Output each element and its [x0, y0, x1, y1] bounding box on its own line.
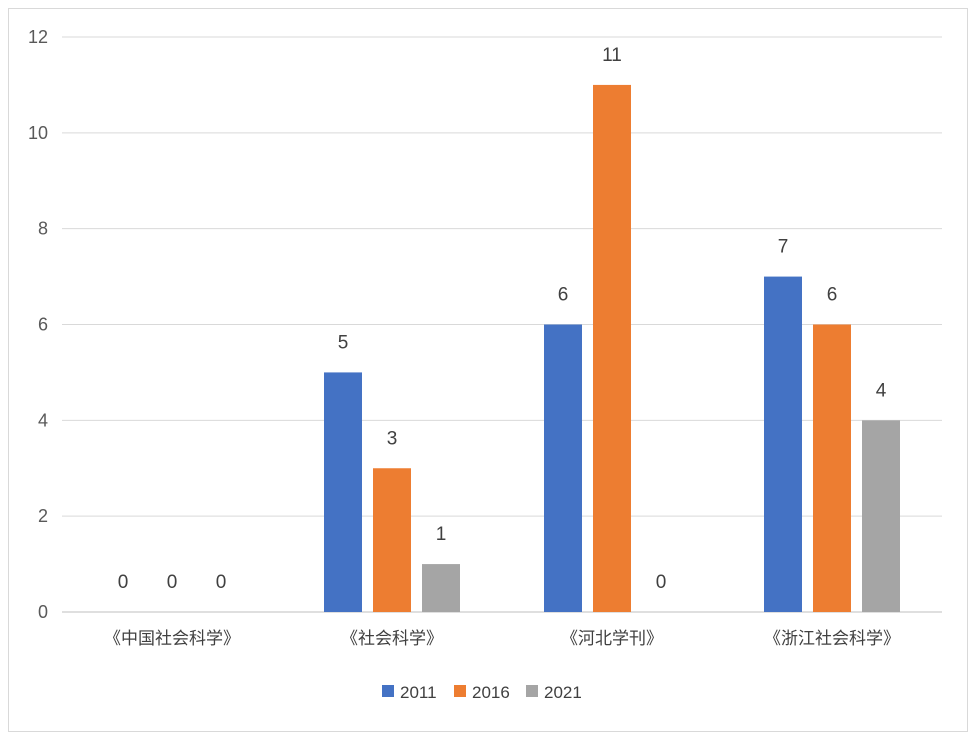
- y-tick-label: 10: [28, 123, 48, 143]
- data-label: 0: [216, 572, 227, 593]
- bar-2021: [862, 420, 900, 612]
- legend-label: 2011: [400, 683, 437, 702]
- data-label: 3: [387, 428, 398, 449]
- legend: 2011 2016 2021: [382, 683, 582, 702]
- bars: [324, 84, 900, 612]
- data-labels: 0 0 0 5 3 1 6 11 0 7 6 4: [118, 45, 887, 593]
- legend-swatch-2011: [382, 685, 394, 697]
- category-label: 《河北学刊》: [561, 629, 663, 649]
- data-label: 6: [827, 285, 838, 306]
- data-label: 1: [436, 524, 447, 545]
- data-label: 7: [778, 237, 789, 258]
- y-tick-label: 0: [38, 602, 48, 622]
- y-tick-label: 2: [38, 506, 48, 526]
- bar-2011: [324, 372, 362, 612]
- legend-swatch-2021: [526, 685, 538, 697]
- legend-label: 2021: [544, 683, 582, 702]
- y-tick-label: 8: [38, 219, 48, 239]
- data-label: 4: [876, 380, 887, 401]
- y-tick-label: 4: [38, 410, 48, 430]
- data-label: 0: [167, 572, 178, 593]
- gridlines: [62, 36, 942, 613]
- bar-2011: [764, 276, 802, 612]
- y-axis-ticks: 0 2 4 6 8 10 12: [28, 27, 48, 622]
- category-label: 《浙江社会科学》: [764, 629, 900, 649]
- bar-2016: [373, 468, 411, 612]
- bar-2016: [593, 84, 631, 612]
- data-label: 0: [118, 572, 129, 593]
- category-label: 《社会科学》: [341, 629, 443, 649]
- y-tick-label: 6: [38, 315, 48, 335]
- data-label: 5: [338, 332, 349, 353]
- data-label: 6: [558, 285, 569, 306]
- y-tick-label: 12: [28, 27, 48, 47]
- bar-2021: [422, 564, 460, 612]
- chart-frame: [8, 8, 968, 732]
- data-label: 0: [656, 572, 667, 593]
- legend-label: 2016: [472, 683, 510, 702]
- legend-swatch-2016: [454, 685, 466, 697]
- x-axis-categories: 《中国社会科学》 《社会科学》 《河北学刊》 《浙江社会科学》: [104, 629, 900, 649]
- data-label: 11: [602, 45, 622, 66]
- bar-2016: [813, 324, 851, 612]
- bar-2011: [544, 324, 582, 612]
- category-label: 《中国社会科学》: [104, 629, 240, 649]
